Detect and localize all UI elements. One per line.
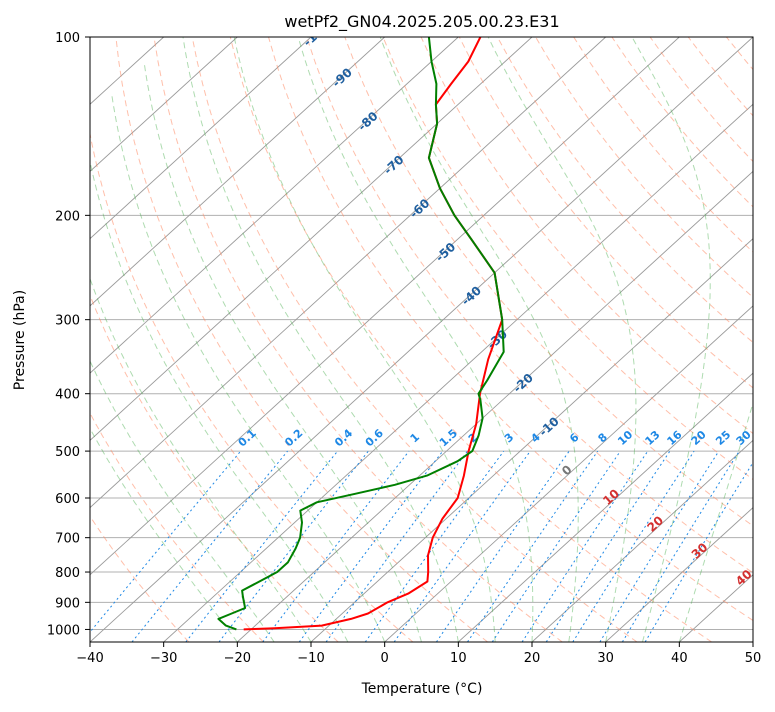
x-tick-label: 40 [671, 651, 688, 666]
x-tick-label: −10 [297, 651, 324, 666]
dry-adiabat [765, 37, 775, 642]
y-tick-label: 100 [55, 31, 80, 46]
x-tick-label: −20 [224, 651, 251, 666]
chart-title: wetPf2_GN04.2025.205.00.23.E31 [284, 12, 559, 32]
x-tick-label: −30 [150, 651, 177, 666]
x-tick-label: 50 [745, 651, 762, 666]
y-tick-label: 900 [55, 596, 80, 611]
y-tick-label: 700 [55, 532, 80, 547]
x-tick-label: 10 [450, 651, 467, 666]
mixing-ratio-label: 36 [754, 428, 774, 448]
x-tick-label: 0 [381, 651, 389, 666]
y-tick-label: 400 [55, 388, 80, 403]
y-tick-label: 600 [55, 492, 80, 507]
y-tick-label: 1000 [47, 623, 80, 638]
x-axis: −40 −30 −20 −10 0 10 20 30 40 50 [76, 642, 761, 666]
isotherm-line [753, 37, 775, 642]
y-tick-label: 800 [55, 566, 80, 581]
x-axis-label: Temperature (°C) [361, 681, 483, 697]
y-axis-label: Pressure (hPa) [12, 290, 28, 390]
y-tick-label: 500 [55, 445, 80, 460]
y-tick-label: 300 [55, 314, 80, 329]
x-tick-label: −40 [76, 651, 103, 666]
x-tick-label: 20 [524, 651, 541, 666]
y-tick-label: 200 [55, 209, 80, 224]
x-tick-label: 30 [597, 651, 614, 666]
y-axis: 100 200 300 400 500 600 700 800 900 1000 [47, 31, 90, 638]
